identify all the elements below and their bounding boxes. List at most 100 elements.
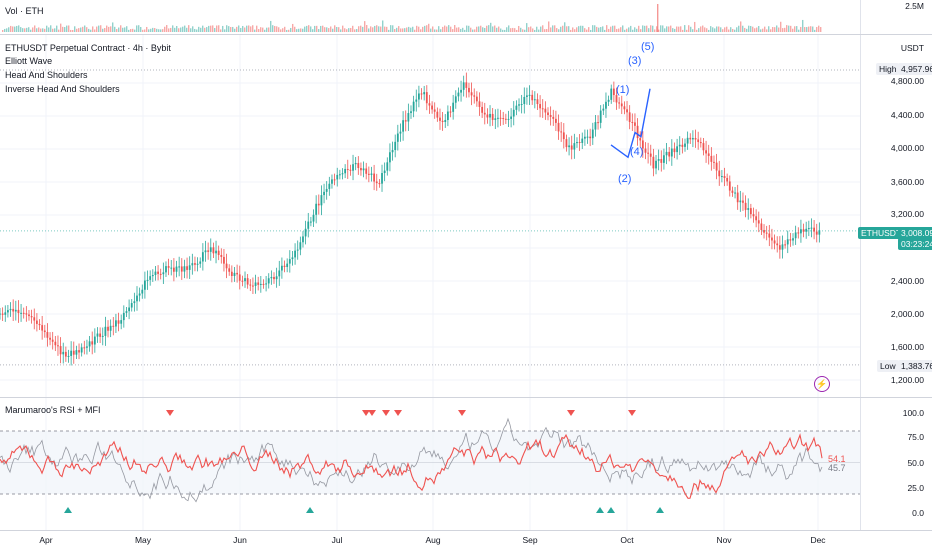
volume-bar <box>612 25 614 32</box>
price-tick: 4,800.00 <box>890 76 924 86</box>
volume-bar <box>162 29 164 32</box>
time-tick-dec: Dec <box>810 535 826 545</box>
candle-body <box>320 195 323 206</box>
volume-bar <box>654 29 656 32</box>
candle-body <box>620 103 623 107</box>
volume-bar <box>52 28 54 32</box>
candle-body <box>628 112 631 122</box>
candle-body <box>407 113 410 122</box>
volume-bar <box>12 26 14 32</box>
volume-bar <box>32 27 34 32</box>
candle-body <box>736 192 739 203</box>
volume-bar <box>304 26 306 32</box>
candle-body <box>502 118 505 120</box>
lightning-icon[interactable]: ⚡ <box>814 376 830 392</box>
osc-tick: 25.0 <box>907 483 924 493</box>
volume-bar <box>620 27 622 32</box>
volume-bar <box>104 28 106 32</box>
mfi-value-label: 45.7 <box>828 463 846 473</box>
candle-body <box>734 192 736 194</box>
volume-bar <box>324 27 326 32</box>
volume-bar <box>44 28 46 32</box>
volume-bar <box>512 27 514 32</box>
volume-bar <box>520 27 522 32</box>
volume-bar <box>704 27 706 32</box>
indicator-elliott-wave[interactable]: Elliott Wave <box>5 56 53 66</box>
candle-body <box>731 190 734 193</box>
candle-body <box>28 314 30 317</box>
volume-bar <box>580 25 582 32</box>
candle-body <box>573 143 576 150</box>
currency-label[interactable]: USDT <box>900 43 924 53</box>
volume-bar <box>648 28 650 32</box>
volume-bar <box>392 25 394 32</box>
volume-bar <box>172 25 174 32</box>
volume-bar <box>774 27 776 32</box>
volume-pane-separator[interactable] <box>0 34 932 35</box>
volume-bar <box>550 27 552 32</box>
candle-body <box>159 273 162 275</box>
volume-bar <box>90 29 92 32</box>
candle-body <box>818 230 821 235</box>
volume-bar <box>516 29 518 32</box>
volume-bar <box>148 29 150 32</box>
candle-body <box>586 136 589 138</box>
candle-body <box>246 278 249 285</box>
volume-bar <box>228 26 230 32</box>
volume-bar <box>708 29 710 32</box>
volume-bar <box>218 25 220 32</box>
volume-bar <box>276 26 278 32</box>
symbol-price-tag[interactable]: ETHUSDT.P <box>858 227 912 239</box>
indicator-head-and-shoulders[interactable]: Head And Shoulders <box>5 70 88 80</box>
volume-bar <box>126 26 128 32</box>
oversold-marker <box>306 507 314 513</box>
volume-bar <box>498 26 500 32</box>
volume-bar <box>632 29 634 32</box>
candle-body <box>83 347 86 349</box>
candle-body <box>270 276 273 279</box>
candle-body <box>394 141 397 151</box>
candle-body <box>360 168 362 171</box>
volume-bar <box>338 27 340 32</box>
candle-body <box>78 350 80 353</box>
volume-bar <box>240 27 242 32</box>
candle-body <box>72 350 75 355</box>
volume-bar <box>94 29 96 32</box>
volume-pane-title[interactable]: Vol · ETH <box>5 6 44 16</box>
candle-body <box>215 250 217 254</box>
volume-bar <box>622 25 624 32</box>
volume-bar <box>166 25 168 32</box>
oscillator-title[interactable]: Marumaroo's RSI + MFI <box>5 405 101 415</box>
volume-bar <box>472 29 474 32</box>
candle-body <box>265 283 267 285</box>
osc-tick: 0.0 <box>912 508 924 518</box>
volume-bar <box>688 25 690 32</box>
candle-body <box>410 111 412 114</box>
symbol-title[interactable]: ETHUSDT Perpetual Contract · 4h · Bybit <box>5 43 171 53</box>
volume-axis-label: 2.5M <box>905 1 924 11</box>
candle-body <box>101 335 104 337</box>
volume-bar <box>356 29 358 32</box>
candle-body <box>657 159 660 161</box>
indicator-inverse-head-and-shoulders[interactable]: Inverse Head And Shoulders <box>5 84 120 94</box>
candle-body <box>317 203 320 206</box>
candle-body <box>404 120 407 122</box>
volume-bar <box>652 25 654 32</box>
volume-bar <box>608 28 610 32</box>
volume-bar <box>290 27 292 32</box>
candle-body <box>639 138 642 141</box>
candle-body <box>402 120 404 132</box>
candle-body <box>230 271 233 277</box>
volume-bar <box>448 25 450 32</box>
volume-bar <box>4 28 6 32</box>
oscillator-pane-separator[interactable] <box>0 397 932 398</box>
volume-bar <box>328 28 330 32</box>
candle-body <box>275 276 278 280</box>
candle-body <box>547 112 549 116</box>
candle-body <box>1 313 4 315</box>
volume-bar <box>124 27 126 32</box>
volume-bar <box>628 27 630 32</box>
candle-body <box>728 181 731 191</box>
candle-body <box>686 137 689 144</box>
